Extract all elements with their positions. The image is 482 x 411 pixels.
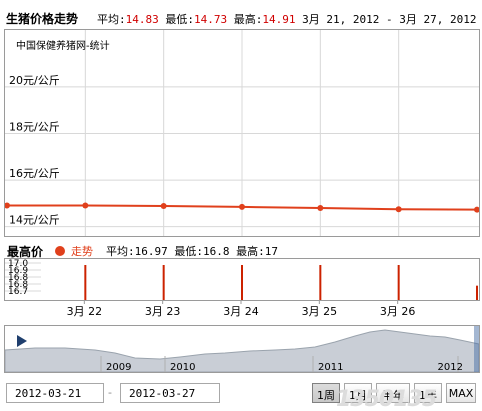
y-tick-label: 20元/公斤	[9, 74, 60, 87]
main-chart-panel[interactable]: 20元/公斤 18元/公斤 16元/公斤 14元/公斤 中国保健养猪网-统计	[4, 29, 480, 237]
navigator-handle-icon	[17, 335, 27, 347]
high-price-chart-panel[interactable]: 17.0 16.9 16.8 16.8 16.7	[4, 258, 480, 301]
chart-title: 生猪价格走势	[6, 12, 79, 26]
sub-max-label: 最高:	[236, 245, 265, 258]
sub-y-tick-label: 17.0	[8, 259, 28, 269]
end-date-input[interactable]: 2012-03-27	[120, 383, 220, 403]
avg-label: 平均:	[97, 13, 126, 26]
sub-min-value: 16.8	[203, 245, 230, 258]
data-point	[160, 202, 167, 209]
max-value: 14.91	[262, 13, 296, 26]
high-price-bar	[84, 265, 87, 300]
max-label: 最高:	[233, 13, 263, 26]
chart-header: 生猪价格走势 平均:14.83 最低:14.73 最高:14.91 3月 21,…	[0, 0, 482, 30]
data-point	[5, 202, 10, 209]
sub-avg-label: 平均:	[106, 245, 135, 258]
sub-y-tick-label: 16.9	[8, 266, 28, 276]
high-price-bar	[476, 285, 478, 300]
avg-value: 14.83	[125, 13, 159, 26]
x-tick-label: 3月 24	[223, 305, 259, 318]
y-tick-label: 18元/公斤	[9, 121, 60, 134]
x-tick-label: 3月 25	[302, 305, 338, 318]
range-button-half-year[interactable]: 半年	[376, 383, 410, 403]
price-stats: 平均:14.83 最低:14.73 最高:14.91 3月 21, 2012 -…	[97, 11, 476, 27]
high-price-bar	[319, 265, 322, 300]
navigator-year-label: 2010	[170, 362, 195, 372]
legend-row: 最高价 走势 平均:16.97 最低:16.8 最高:17	[0, 241, 482, 259]
x-axis: 3月 22 3月 23 3月 24 3月 25 3月 26	[67, 300, 416, 318]
date-separator: -	[108, 386, 112, 399]
sub-y-tick-label: 16.8	[8, 280, 28, 290]
high-price-label: 最高价	[7, 245, 44, 259]
range-button-1month[interactable]: 1月	[344, 383, 372, 403]
min-label: 最低:	[165, 13, 194, 26]
high-price-bar	[241, 265, 243, 300]
navigator-year-label: 2009	[106, 362, 131, 372]
data-point	[239, 203, 245, 210]
start-date-input[interactable]: 2012-03-21	[6, 383, 104, 403]
navigator-year-label: 2012	[438, 362, 463, 372]
high-price-chart-svg: 17.016.916.816.816.7	[5, 259, 478, 300]
x-tick-label: 3月 26	[380, 305, 416, 318]
series-marker-icon	[55, 246, 65, 256]
navigator-year-label: 2011	[318, 362, 343, 372]
data-point	[395, 206, 402, 213]
range-button-1week[interactable]: 1周	[312, 383, 340, 403]
sub-y-tick-label: 16.7	[8, 287, 28, 297]
min-value: 14.73	[194, 13, 228, 26]
sub-max-value: 17	[264, 245, 278, 258]
x-tick-label: 3月 23	[145, 305, 181, 318]
data-point	[474, 206, 479, 213]
x-tick-label: 3月 22	[67, 305, 103, 318]
data-point	[317, 205, 324, 212]
navigator-svg: 2009 2010 2011 2012	[5, 326, 479, 372]
price-series-line	[5, 204, 478, 211]
high-price-bar	[397, 265, 400, 300]
navigator-area	[5, 329, 479, 372]
high-price-bar	[162, 265, 165, 300]
date-range: 3月 21, 2012 - 3月 27, 2012	[302, 13, 477, 26]
high-price-stats: 平均:16.97 最低:16.8 最高:17	[106, 243, 278, 259]
data-point	[82, 202, 89, 209]
sub-y-tick-label: 16.8	[8, 273, 28, 283]
navigator-panel[interactable]: 2009 2010 2011 2012	[4, 325, 480, 373]
sub-min-label: 最低:	[174, 245, 203, 258]
range-button-max[interactable]: MAX	[446, 383, 476, 403]
site-watermark: 1350135	[336, 387, 437, 411]
y-tick-label: 14元/公斤	[9, 214, 60, 227]
chart-subtitle: 中国保健养猪网-统计	[16, 41, 110, 52]
navigator-selection	[474, 326, 479, 372]
series-label: 走势	[71, 245, 93, 258]
range-controls: 2012-03-21 - 2012-03-27 1周 1月 半年 1年 MAX	[0, 381, 482, 411]
range-button-1year[interactable]: 1年	[414, 383, 442, 403]
sub-avg-value: 16.97	[134, 245, 168, 258]
y-tick-label: 16元/公斤	[9, 167, 60, 180]
main-chart-svg: 20元/公斤 18元/公斤 16元/公斤 14元/公斤	[5, 30, 479, 236]
